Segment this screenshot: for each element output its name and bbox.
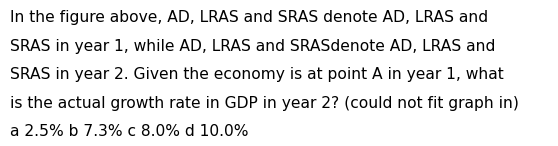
Text: is the actual growth rate in GDP in year 2? (could not fit graph in): is the actual growth rate in GDP in year… [10,96,519,111]
Text: SRAS in year 2. Given the economy is at point A in year 1, what: SRAS in year 2. Given the economy is at … [10,67,504,82]
Text: In the figure above, AD, LRAS and SRAS denote AD, LRAS and: In the figure above, AD, LRAS and SRAS d… [10,10,488,25]
Text: SRAS in year 1, while AD, LRAS and SRASdenote AD, LRAS and: SRAS in year 1, while AD, LRAS and SRASd… [10,39,496,54]
Text: a 2.5% b 7.3% c 8.0% d 10.0%: a 2.5% b 7.3% c 8.0% d 10.0% [10,124,248,139]
